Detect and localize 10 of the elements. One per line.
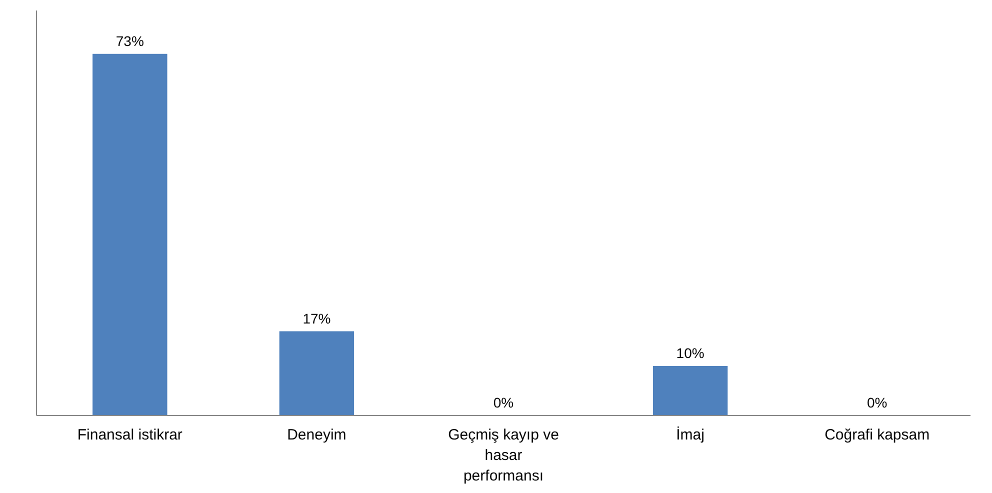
data-label: 17% xyxy=(302,310,331,326)
x-tick-label: Deneyim xyxy=(287,426,346,444)
data-label: 73% xyxy=(116,32,144,49)
data-label: 0% xyxy=(866,394,888,410)
data-label: 0% xyxy=(493,394,514,410)
x-tick-label: Coğrafi kapsam xyxy=(824,426,930,444)
data-label: 10% xyxy=(676,344,704,361)
x-tick-label: İmaj xyxy=(676,426,704,444)
x-tick-label: Finansal istikrar xyxy=(77,426,182,444)
x-tick-label: Geçmiş kayıp ve hasar performansı xyxy=(448,426,559,484)
